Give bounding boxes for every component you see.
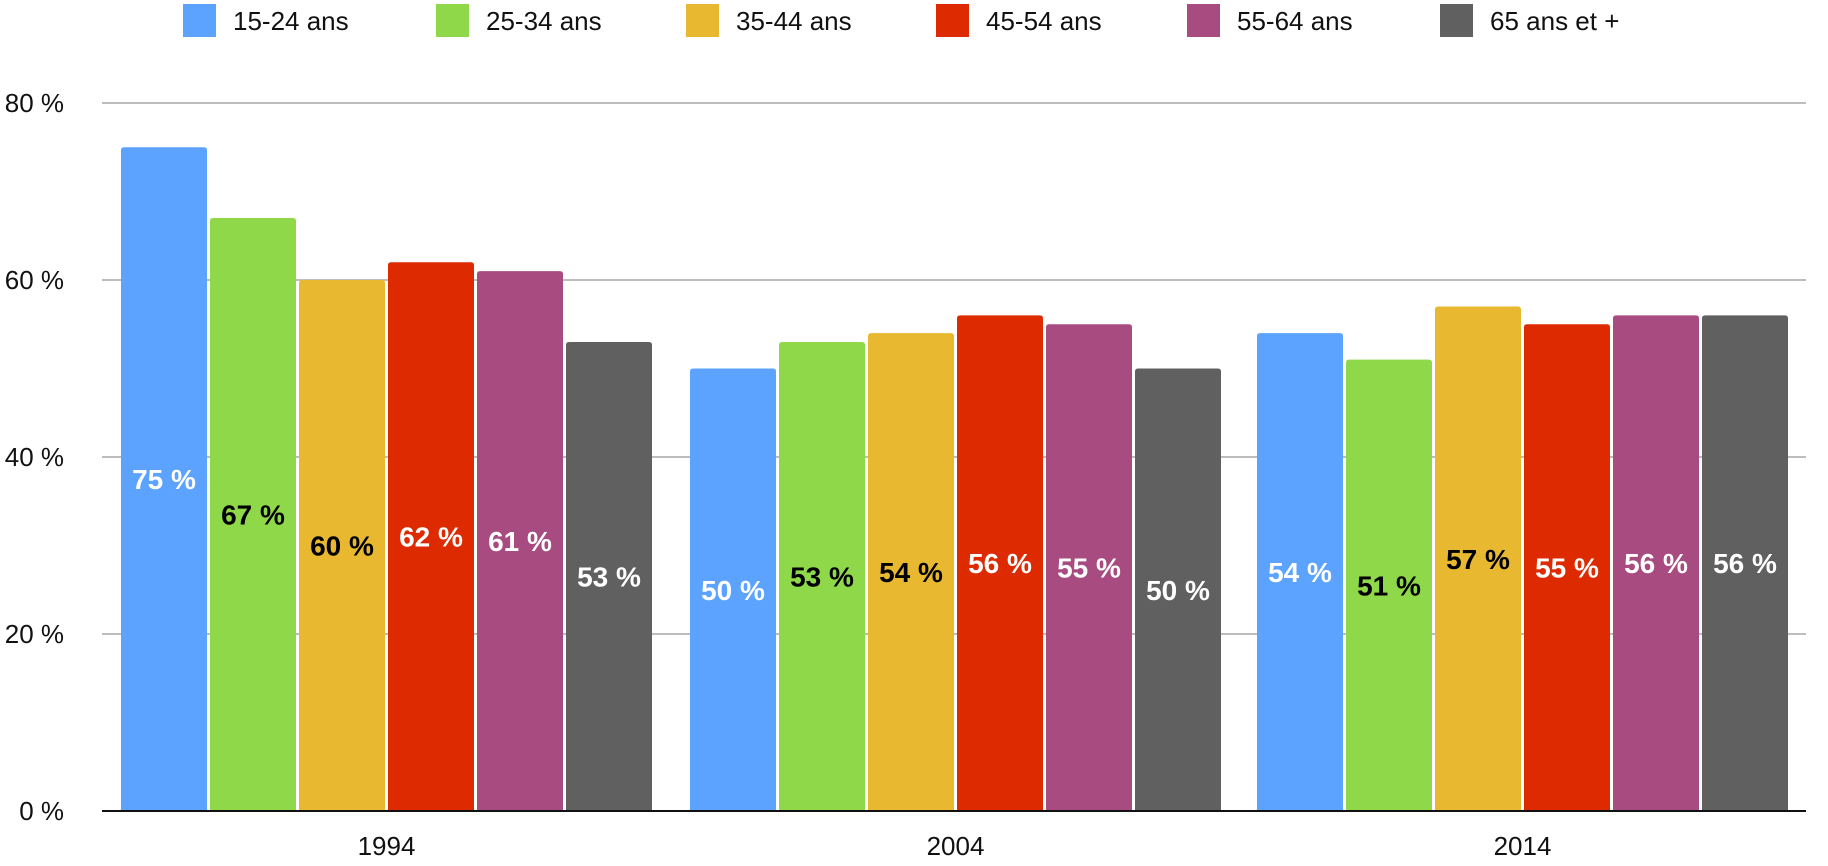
bar-1994-2 — [299, 280, 385, 811]
bar-2014-1 — [1346, 359, 1432, 811]
bar-2004-2 — [868, 333, 954, 811]
bar-2014-0 — [1257, 333, 1343, 811]
legend-label-0: 15-24 ans — [233, 6, 349, 36]
bar-2014-4 — [1613, 315, 1699, 811]
bar-label-2014-5: 56 % — [1713, 548, 1777, 579]
x-tick-label-2: 2014 — [1494, 831, 1552, 861]
legend-swatch-0 — [183, 4, 216, 37]
legend-label-5: 65 ans et + — [1490, 6, 1619, 36]
legend-swatch-3 — [936, 4, 969, 37]
legend-label-3: 45-54 ans — [986, 6, 1102, 36]
bar-label-1994-3: 62 % — [399, 522, 463, 553]
x-tick-label-0: 1994 — [358, 831, 416, 861]
bar-label-2004-1: 53 % — [790, 561, 854, 592]
bar-label-2014-2: 57 % — [1446, 544, 1510, 575]
bar-label-1994-4: 61 % — [488, 526, 552, 557]
y-tick-label-3: 60 % — [5, 265, 64, 295]
legend-label-1: 25-34 ans — [486, 6, 602, 36]
bar-2004-5 — [1135, 368, 1221, 811]
y-tick-label-1: 20 % — [5, 619, 64, 649]
bar-2014-5 — [1702, 315, 1788, 811]
bar-label-1994-5: 53 % — [577, 561, 641, 592]
bar-2004-3 — [957, 315, 1043, 811]
y-tick-label-4: 80 % — [5, 88, 64, 118]
bar-label-2014-3: 55 % — [1535, 553, 1599, 584]
legend: 15-24 ans 25-34 ans 35-44 ans 45-54 ans 55-6… — [183, 4, 1619, 37]
bar-label-2004-2: 54 % — [879, 557, 943, 588]
legend-swatch-5 — [1440, 4, 1473, 37]
bar-1994-4 — [477, 271, 563, 811]
legend-swatch-1 — [436, 4, 469, 37]
bar-1994-3 — [388, 262, 474, 811]
bar-2004-4 — [1046, 324, 1132, 811]
legend-label-2: 35-44 ans — [736, 6, 852, 36]
bar-1994-1 — [210, 218, 296, 812]
bar-label-2004-4: 55 % — [1057, 553, 1121, 584]
bar-2014-3 — [1524, 324, 1610, 811]
legend-swatch-2 — [686, 4, 719, 37]
bar-2014-2 — [1435, 306, 1521, 811]
bar-label-2004-5: 50 % — [1146, 575, 1210, 606]
y-tick-label-0: 0 % — [19, 796, 64, 826]
bars: 75 % 67 % 60 % 62 % 61 % 53 % 50 % 53 % 54 % 56 %… — [121, 147, 1788, 812]
bar-label-2004-3: 56 % — [968, 548, 1032, 579]
bar-label-2014-1: 51 % — [1357, 570, 1421, 601]
bar-2004-1 — [779, 341, 865, 811]
y-tick-label-2: 40 % — [5, 442, 64, 472]
legend-swatch-4 — [1187, 4, 1220, 37]
bar-2004-0 — [690, 368, 776, 811]
bar-1994-0 — [121, 147, 207, 811]
bar-label-2004-0: 50 % — [701, 575, 765, 606]
bar-label-1994-0: 75 % — [132, 464, 196, 495]
x-tick-label-1: 2004 — [927, 831, 985, 861]
axes: 0 % 20 % 40 % 60 % 80 % 1994 2004 2014 — [5, 88, 1806, 861]
bar-label-1994-2: 60 % — [310, 531, 374, 562]
bar-1994-5 — [566, 341, 652, 811]
bar-label-1994-1: 67 % — [221, 500, 285, 531]
bar-label-2014-0: 54 % — [1268, 557, 1332, 588]
bar-label-2014-4: 56 % — [1624, 548, 1688, 579]
legend-label-4: 55-64 ans — [1237, 6, 1353, 36]
